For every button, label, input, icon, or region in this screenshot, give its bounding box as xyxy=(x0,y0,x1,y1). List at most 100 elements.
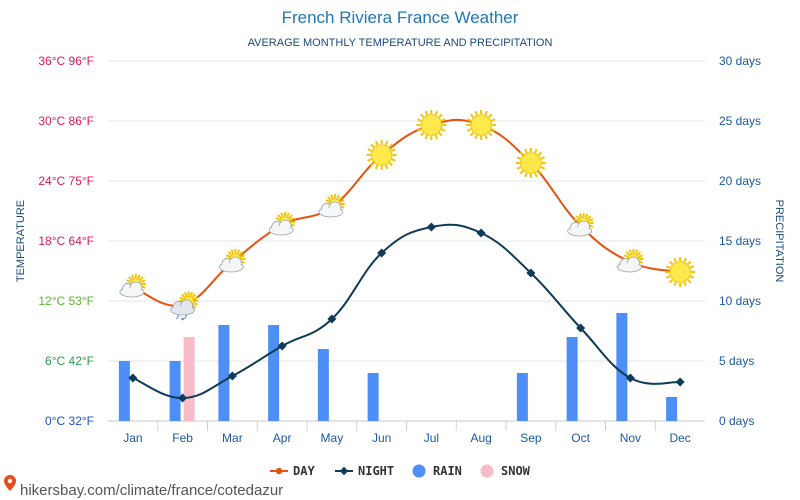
credit-link[interactable]: hikersbay.com/climate/france/cotedazur xyxy=(20,482,283,499)
sun-ray xyxy=(370,143,375,148)
temperature-tick-label: 18°C 64°F xyxy=(38,234,94,248)
sun-icon xyxy=(466,110,497,140)
night-point xyxy=(675,377,685,387)
sun-ray xyxy=(438,113,443,118)
precipitation-tick-label: 20 days xyxy=(719,174,761,188)
snow-flake xyxy=(181,317,184,321)
month-label: Jun xyxy=(372,431,391,445)
sun-ray xyxy=(240,254,245,258)
precipitation-axis: 0 days 5 days 10 days 15 days 20 days 25 days… xyxy=(719,54,761,428)
legend-label: RAIN xyxy=(433,464,462,478)
legend-marker xyxy=(275,467,283,475)
sun-ray xyxy=(540,166,546,170)
legend-item-rain: RAIN xyxy=(412,464,462,478)
month-axis: Jan Feb Mar Apr May Jun Jul Aug Sep Oct Nov Dec xyxy=(123,431,691,445)
sun-ray xyxy=(141,279,146,283)
sun-ray xyxy=(668,260,674,265)
partly-cloudy-icon xyxy=(318,194,345,218)
month-label: Dec xyxy=(669,431,690,445)
temperature-lines xyxy=(128,118,685,403)
sun-ray xyxy=(625,251,630,256)
cloud-fill xyxy=(270,226,293,234)
sun-ray xyxy=(330,194,334,199)
precipitation-axis-title: PRECIPITATION xyxy=(773,200,785,283)
legend-label: SNOW xyxy=(501,464,531,478)
sun-ray xyxy=(484,134,488,140)
sun-ray xyxy=(388,143,393,148)
rain-bar xyxy=(118,361,130,421)
night-point xyxy=(377,248,387,258)
month-label: Apr xyxy=(273,431,292,445)
sun-ray xyxy=(638,254,643,258)
cloud-fill xyxy=(319,208,342,216)
sun-ray xyxy=(574,218,579,222)
cloud-rain-snow-icon xyxy=(170,291,199,321)
rain-bar xyxy=(516,373,528,421)
sun-ray xyxy=(534,148,538,154)
sun-ray xyxy=(634,249,639,254)
legend-item-day: DAY xyxy=(270,464,315,478)
sun-ray xyxy=(424,110,429,116)
partly-cloudy-icon xyxy=(119,274,146,298)
sun-ray xyxy=(139,276,144,281)
sun-ray xyxy=(438,132,443,137)
night-point xyxy=(426,222,436,232)
temperature-tick-label: 6°C 42°F xyxy=(45,354,94,368)
grid-lines xyxy=(108,60,705,431)
sun-disc xyxy=(471,115,492,135)
sun-ray xyxy=(424,134,429,140)
precipitation-bars xyxy=(118,313,678,421)
temperature-axis: 0°C 32°F 6°C 42°F 12°C 53°F 18°C 64°F 24°C 7… xyxy=(38,54,94,428)
sun-ray xyxy=(286,212,290,217)
temperature-tick-label: 12°C 53°F xyxy=(38,294,94,308)
sun-ray xyxy=(519,151,524,156)
partly-cloudy-icon xyxy=(268,212,296,236)
sun-ray xyxy=(126,279,131,283)
legend-label: NIGHT xyxy=(358,464,394,478)
sun-ray xyxy=(673,281,677,287)
partly-cloudy-icon xyxy=(218,249,246,273)
sun-ray xyxy=(184,291,188,297)
sun-ray xyxy=(490,128,496,132)
month-label: Sep xyxy=(520,431,542,445)
legend-swatch xyxy=(412,464,426,478)
sun-ray xyxy=(524,172,528,178)
rain-bar xyxy=(367,373,379,421)
sun-ray xyxy=(325,199,330,203)
sun-ray xyxy=(578,213,583,218)
month-label: Nov xyxy=(620,431,641,445)
night-point xyxy=(476,228,486,238)
sun-ray xyxy=(673,257,677,263)
sun-ray xyxy=(327,196,332,201)
sun-disc xyxy=(421,115,442,135)
sun-ray xyxy=(687,260,692,265)
rain-bar xyxy=(566,337,578,421)
sun-ray xyxy=(384,140,389,146)
sun-ray xyxy=(137,274,141,279)
legend-item-snow: SNOW xyxy=(480,464,531,478)
sun-ray xyxy=(193,296,198,300)
credit: hikersbay.com/climate/france/cotedazur xyxy=(4,475,283,499)
sun-icon xyxy=(515,148,546,178)
sun-icon xyxy=(665,257,696,287)
sun-ray xyxy=(584,213,589,218)
sun-ray xyxy=(474,110,478,116)
temperature-axis-title: TEMPERATURE xyxy=(15,200,27,282)
precipitation-tick-label: 10 days xyxy=(719,294,761,308)
sun-ray xyxy=(665,275,671,279)
sun-ray xyxy=(367,148,372,152)
sun-ray xyxy=(474,134,478,140)
sun-ray xyxy=(469,132,475,137)
sun-ray xyxy=(280,212,284,217)
sun-ray xyxy=(534,172,538,178)
cloud-shape xyxy=(218,256,244,273)
sun-ray xyxy=(420,113,425,118)
rain-bar xyxy=(317,349,329,421)
sun-ray xyxy=(683,257,687,263)
sun-ray xyxy=(516,156,522,160)
cloud-fill xyxy=(568,227,591,235)
sun-disc xyxy=(520,153,541,173)
sun-ray xyxy=(484,110,488,116)
sun-ray xyxy=(441,118,446,122)
